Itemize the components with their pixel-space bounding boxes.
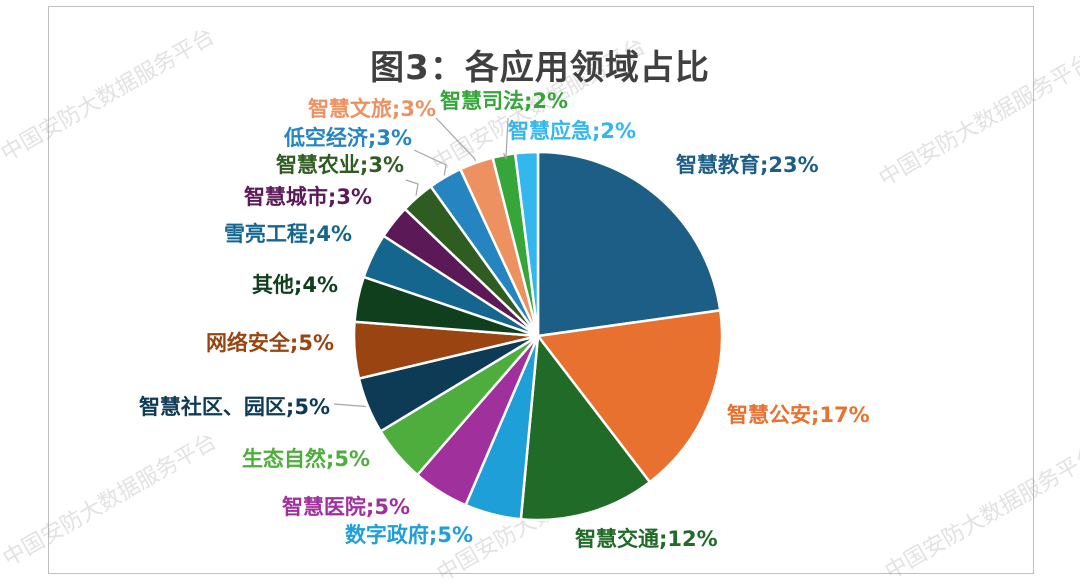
leader-lines: [333, 117, 509, 408]
leader-line: [413, 149, 447, 176]
slice-labels: 智慧教育;23% 智慧公安;17% 智慧交通;12% 数字政府;5% 智慧医院;5% 生态…: [139, 89, 870, 551]
leader-line: [405, 179, 419, 196]
leader-line: [435, 117, 477, 162]
pie-slice: [536, 150, 722, 338]
slice-label: 生态自然;5%: [242, 447, 370, 471]
slice-label: 网络安全;5%: [206, 331, 334, 355]
slice-label: 智慧社区、园区;5%: [139, 395, 330, 419]
leader-line: [333, 403, 366, 408]
slice-label: 智慧教育;23%: [676, 153, 819, 177]
slice-label: 雪亮工程;4%: [224, 222, 352, 246]
slice-label: 智慧医院;5%: [282, 495, 410, 519]
chart-title: 图3：各应用领域占比: [370, 48, 710, 88]
pie-slice: [513, 150, 540, 337]
pie-slice: [519, 332, 652, 522]
slice-label: 低空经济;3%: [283, 126, 412, 150]
leader-line: [502, 117, 509, 161]
slice-label: 智慧公安;17%: [727, 403, 870, 427]
slice-label: 智慧城市;3%: [244, 185, 372, 209]
slice-label: 智慧应急;2%: [508, 119, 636, 143]
pie-slices: [352, 150, 724, 522]
slice-label: 智慧司法;2%: [440, 89, 568, 113]
pie-slice: [535, 308, 724, 484]
slice-label: 数字政府;5%: [345, 523, 473, 547]
slice-label: 智慧文旅;3%: [308, 97, 436, 121]
slice-label: 其他;4%: [252, 273, 338, 297]
slice-label: 智慧农业;3%: [276, 153, 404, 177]
slice-label: 智慧交通;12%: [575, 527, 718, 551]
